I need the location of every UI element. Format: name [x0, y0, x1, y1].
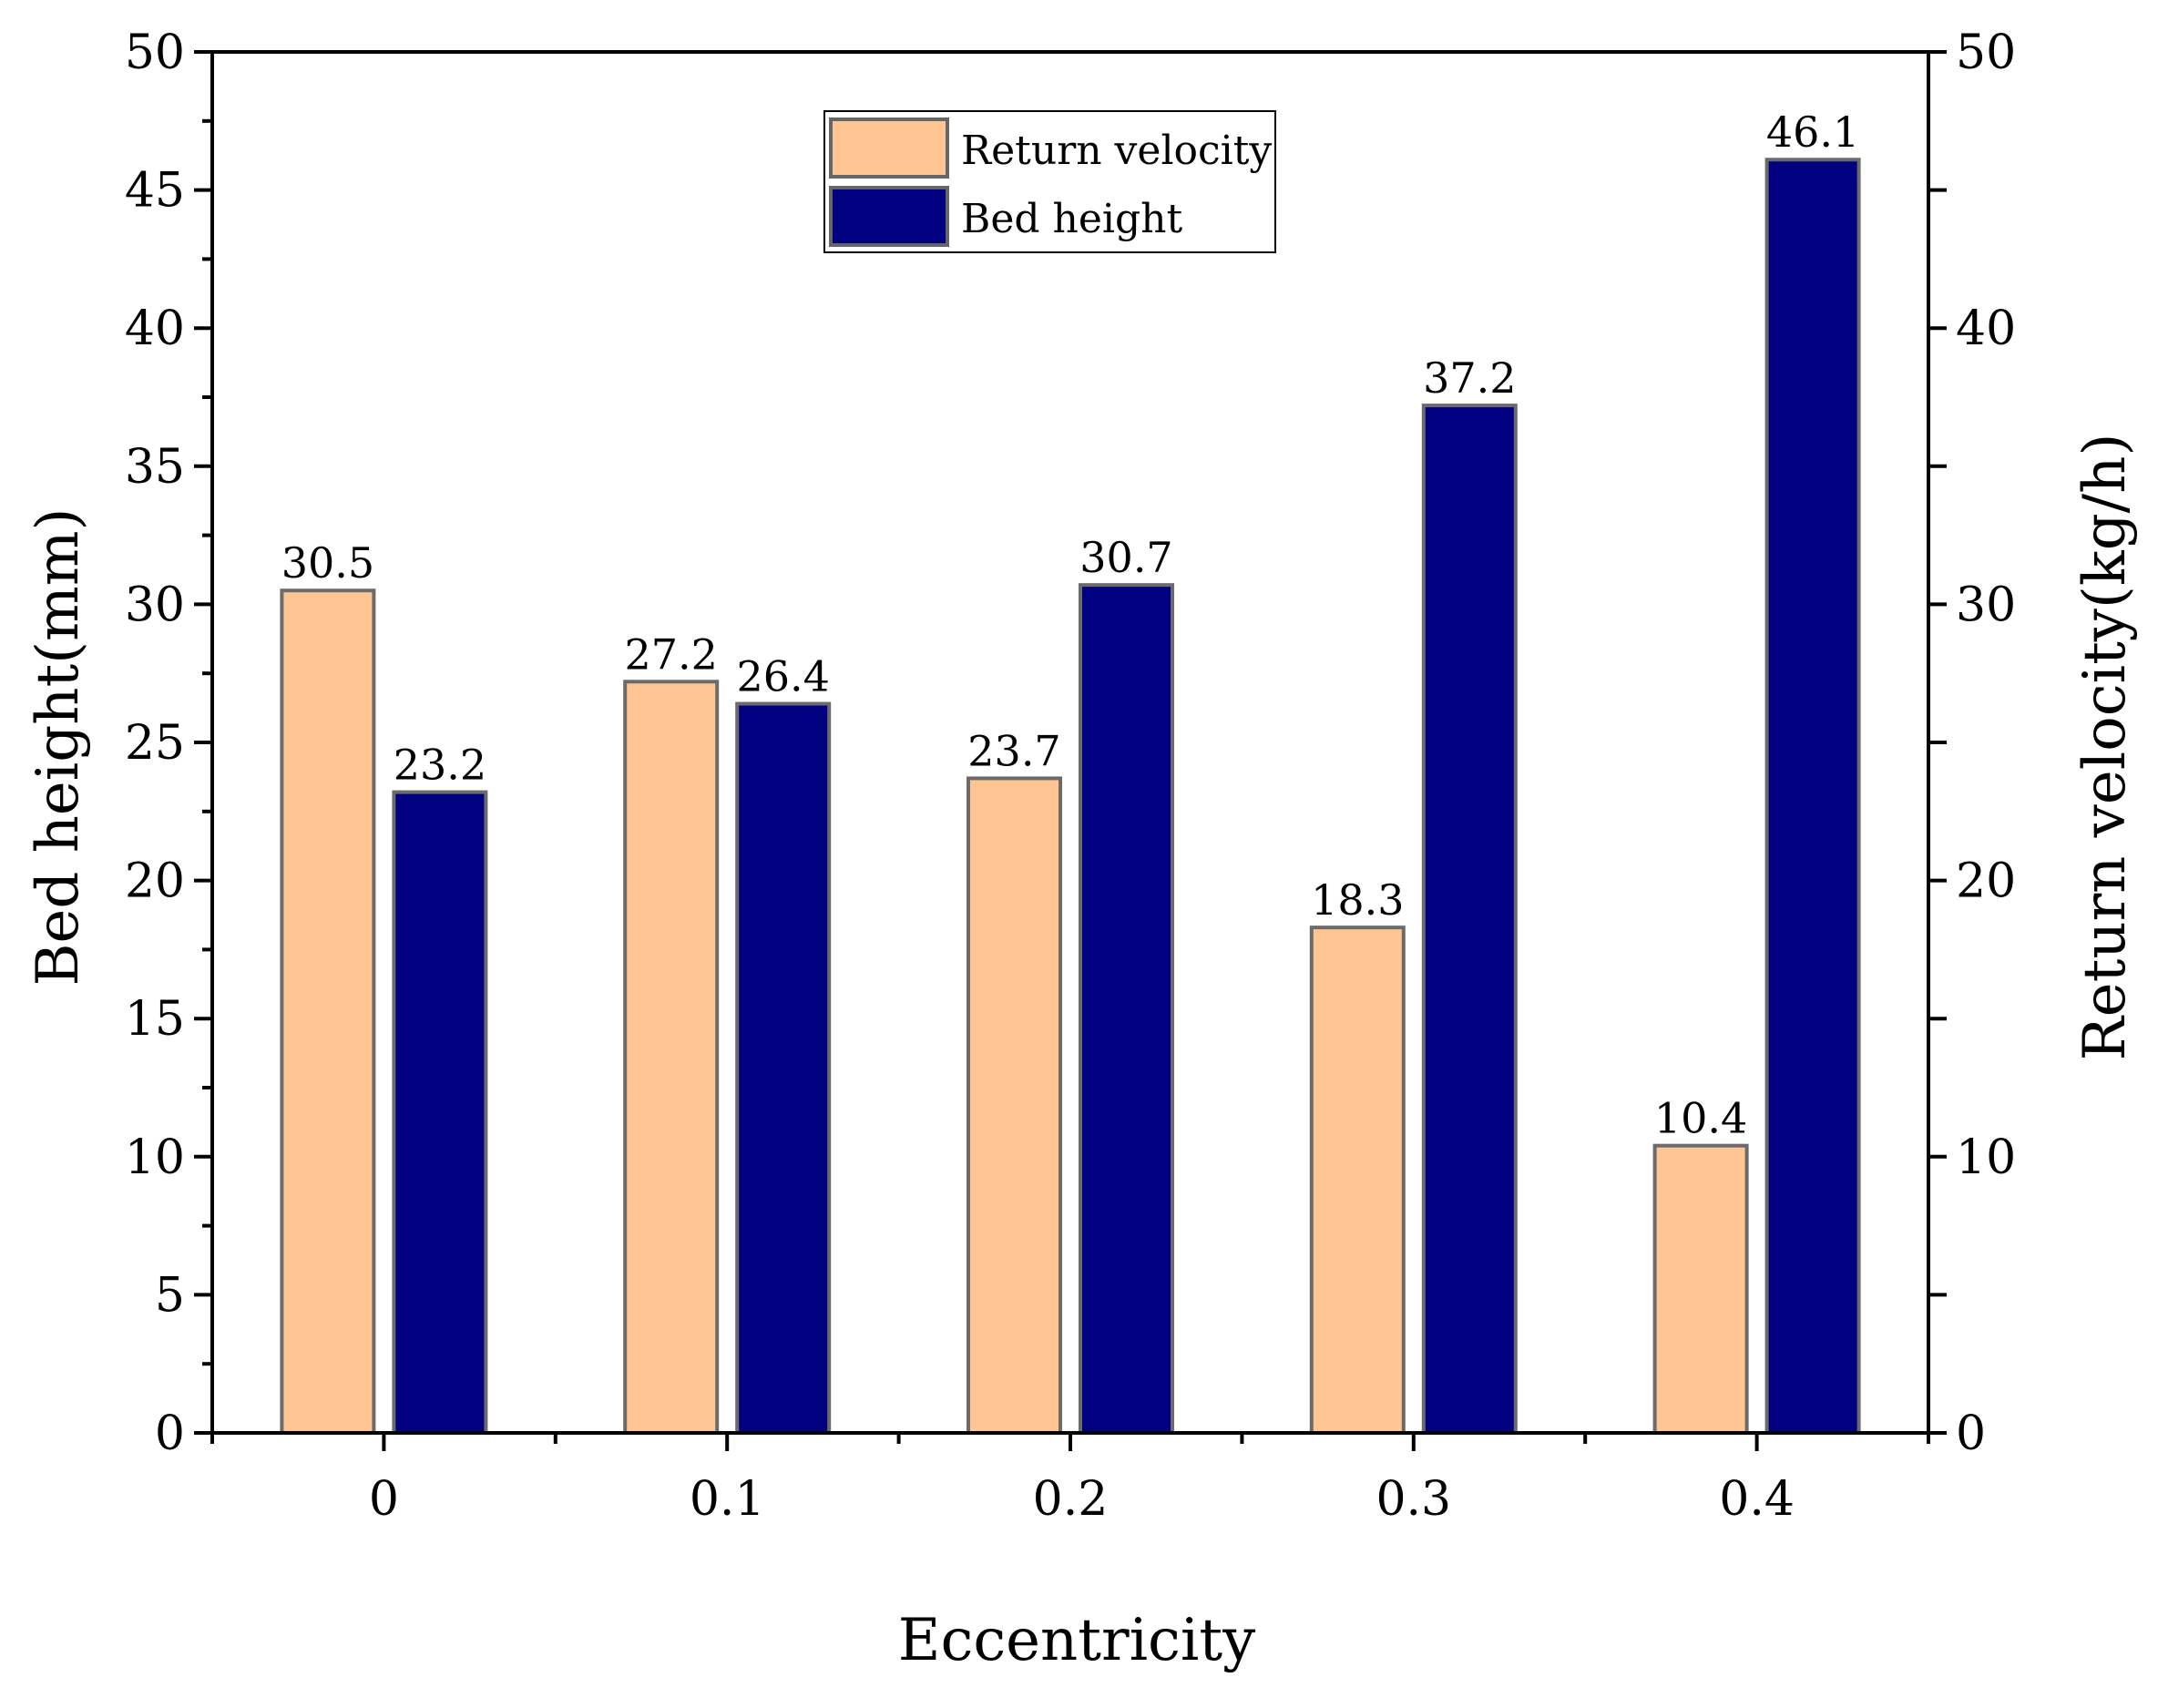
x-axis-title: Eccentricity — [898, 1607, 1255, 1674]
x-tick-label: 0.4 — [1719, 1472, 1795, 1527]
left-tick-label: 25 — [125, 716, 185, 771]
right-y-axis-title: Return velocity(kg/h) — [2071, 434, 2139, 1061]
bar-return-velocity-0.3 — [1309, 926, 1406, 1435]
bar-bed-height-0.1 — [735, 701, 832, 1435]
left-tick-label: 50 — [125, 26, 185, 80]
bar-bed-height-0.4 — [1764, 158, 1861, 1435]
data-label-bed-height: 23.2 — [394, 741, 486, 790]
bar-return-velocity-0.4 — [1652, 1143, 1749, 1435]
data-label-return-velocity: 10.4 — [1654, 1094, 1747, 1143]
data-label-bed-height: 26.4 — [736, 652, 829, 701]
legend-swatch-return-velocity — [829, 118, 949, 179]
left-tick-label: 10 — [125, 1130, 185, 1185]
left-y-axis-title: Bed height(mm) — [25, 508, 92, 987]
data-label-bed-height: 46.1 — [1766, 107, 1859, 157]
legend-swatch-bed-height — [829, 186, 949, 247]
left-tick-label: 40 — [125, 302, 185, 356]
x-axis: 0 0.1 0.2 0.3 0.4 — [210, 1433, 1930, 1527]
right-tick-label: 30 — [1956, 578, 2016, 632]
right-tick-label: 50 — [1956, 26, 2016, 80]
data-label-bed-height: 30.7 — [1079, 533, 1172, 582]
left-tick-label: 45 — [125, 164, 185, 219]
bars-group — [280, 158, 1861, 1436]
legend-label-bed-height: Bed height — [961, 196, 1182, 242]
bar-bed-height-0 — [392, 790, 488, 1435]
right-y-axis: 0 10 20 30 40 50 — [1928, 26, 2016, 1461]
left-tick-label: 20 — [125, 854, 185, 909]
left-tick-label: 5 — [155, 1268, 185, 1323]
legend-label-return-velocity: Return velocity — [961, 128, 1272, 174]
left-tick-label: 0 — [155, 1406, 185, 1461]
left-tick-label: 30 — [125, 578, 185, 632]
right-tick-label: 40 — [1956, 302, 2016, 356]
x-tick-label: 0.2 — [1033, 1472, 1109, 1527]
x-tick-label: 0 — [369, 1472, 399, 1527]
data-labels-group: 30.5 27.2 23.7 18.3 10.4 23.2 26.4 30.7 37.2 46.1 — [281, 107, 1860, 1142]
right-tick-label: 20 — [1956, 854, 2016, 909]
data-label-return-velocity: 18.3 — [1311, 875, 1404, 925]
x-tick-label: 0.3 — [1376, 1472, 1451, 1527]
data-label-return-velocity: 30.5 — [281, 538, 374, 588]
left-tick-label: 15 — [125, 992, 185, 1047]
bar-bed-height-0.3 — [1421, 404, 1518, 1436]
left-y-axis: 0 5 10 15 20 25 30 35 40 45 50 — [125, 26, 212, 1461]
data-label-return-velocity: 27.2 — [624, 629, 717, 679]
bar-return-velocity-0 — [280, 588, 376, 1435]
legend: Return velocity Bed height — [823, 110, 1276, 253]
x-tick-label: 0.1 — [690, 1472, 765, 1527]
bar-return-velocity-0.1 — [623, 680, 720, 1435]
data-label-return-velocity: 23.7 — [967, 726, 1060, 775]
data-label-bed-height: 37.2 — [1423, 353, 1516, 403]
bar-return-velocity-0.2 — [966, 776, 1062, 1435]
right-tick-label: 10 — [1956, 1130, 2016, 1185]
left-tick-label: 35 — [125, 440, 185, 495]
right-tick-label: 0 — [1956, 1406, 1986, 1461]
bar-bed-height-0.2 — [1079, 583, 1174, 1435]
